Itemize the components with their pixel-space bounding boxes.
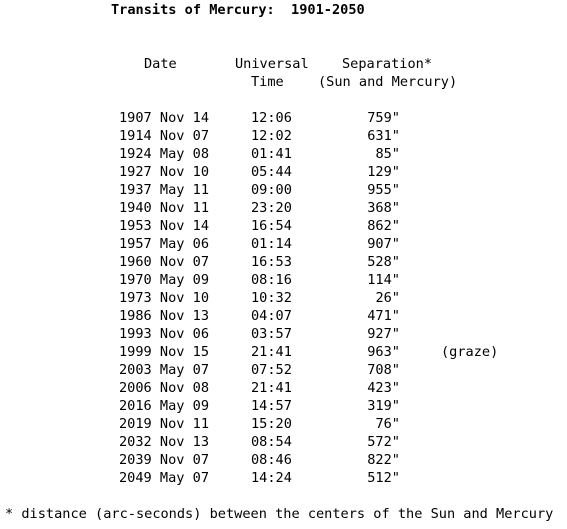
separation: 512" [367,470,400,486]
separation: 368" [367,200,400,216]
date: 1973 Nov 10 [119,290,210,306]
date: 2003 May 07 [119,362,210,378]
separation: 907" [367,236,400,252]
separation: 423" [367,380,400,396]
date: 1940 Nov 11 [119,200,210,216]
time: 01:14 [251,236,292,252]
separation: 471" [367,308,400,324]
date: 1924 May 08 [119,146,210,162]
date: 1970 May 09 [119,272,210,288]
time: 08:46 [251,452,292,468]
date: 1999 Nov 15 [119,344,210,360]
time: 05:44 [251,164,292,180]
time: 16:53 [251,254,292,270]
time: 10:32 [251,290,292,306]
date: 1957 May 06 [119,236,210,252]
separation: 963" [367,344,400,360]
header-separation: (Sun and Mercury) [318,74,458,90]
time: 14:24 [251,470,292,486]
date: 1953 Nov 14 [119,218,210,234]
footnote: * distance (arc-seconds) between the cen… [5,506,554,522]
date: 1986 Nov 13 [119,308,210,324]
date: 1960 Nov 07 [119,254,210,270]
time: 21:41 [251,380,292,396]
header-date: Date [144,56,177,72]
separation: 528" [367,254,400,270]
time: 12:02 [251,128,292,144]
time: 09:00 [251,182,292,198]
time: 01:41 [251,146,292,162]
date: 2006 Nov 08 [119,380,210,396]
date: 2019 Nov 11 [119,416,210,432]
date: 1937 May 11 [119,182,210,198]
date: 2032 Nov 13 [119,434,210,450]
date: 2039 Nov 07 [119,452,210,468]
separation: 129" [367,164,400,180]
separation: 955" [367,182,400,198]
header-time: Time [251,74,284,90]
separation: 631" [367,128,400,144]
date: 2049 May 07 [119,470,210,486]
header-separation: Separation* [342,56,433,72]
time: 15:20 [251,416,292,432]
separation: 759" [367,110,400,126]
title: Transits of Mercury: 1901-2050 [111,2,365,18]
separation: 85" [375,146,400,162]
separation: 572" [367,434,400,450]
note: (graze) [441,344,499,360]
time: 07:52 [251,362,292,378]
separation: 114" [367,272,400,288]
time: 12:06 [251,110,292,126]
time: 16:54 [251,218,292,234]
date: 1907 Nov 14 [119,110,210,126]
separation: 26" [375,290,400,306]
time: 03:57 [251,326,292,342]
time: 23:20 [251,200,292,216]
separation: 862" [367,218,400,234]
date: 1927 Nov 10 [119,164,210,180]
separation: 927" [367,326,400,342]
time: 14:57 [251,398,292,414]
separation: 76" [375,416,400,432]
date: 1914 Nov 07 [119,128,210,144]
header-time: Universal [235,56,309,72]
date: 1993 Nov 06 [119,326,210,342]
separation: 822" [367,452,400,468]
time: 08:16 [251,272,292,288]
time: 04:07 [251,308,292,324]
date: 2016 May 09 [119,398,210,414]
time: 08:54 [251,434,292,450]
time: 21:41 [251,344,292,360]
separation: 708" [367,362,400,378]
separation: 319" [367,398,400,414]
